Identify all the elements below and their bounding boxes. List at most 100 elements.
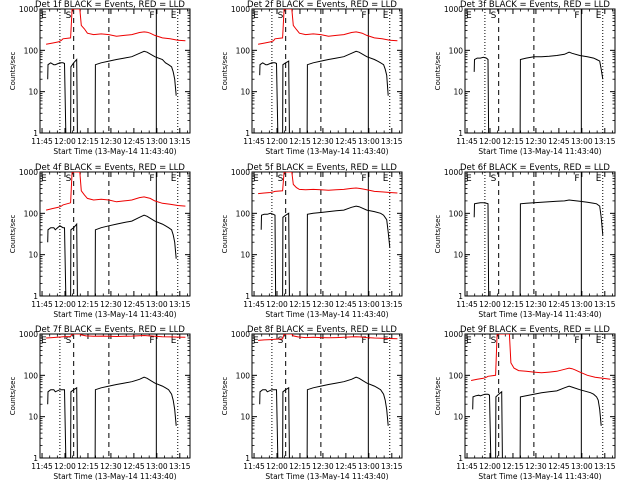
x-tick-label: 12:15	[289, 462, 311, 471]
x-tick-label: 13:15	[381, 137, 403, 146]
x-axis-label: Start Time (13-May-14 11:43:40)	[478, 310, 601, 319]
x-tick-label: 12:30	[312, 137, 334, 146]
y-tick-label: 1000	[231, 168, 250, 177]
x-tick-label: 12:30	[312, 300, 334, 309]
marker-label-e2: E	[383, 336, 389, 346]
plot-title: Det 2f BLACK = Events, RED = LLD	[247, 0, 397, 10]
y-tick-label: 1	[245, 454, 250, 463]
x-tick-label: 12:00	[54, 462, 76, 471]
marker-label-e2: E	[596, 11, 602, 21]
x-tick-label: 12:15	[77, 300, 99, 309]
y-tick-label: 10	[240, 88, 250, 97]
lld-series-line	[46, 9, 186, 45]
events-series-line	[259, 376, 389, 458]
y-tick-label: 1000	[444, 5, 463, 14]
marker-label-f: F	[361, 11, 366, 21]
x-tick-label: 11:45	[243, 137, 265, 146]
x-axis-label: Start Time (13-May-14 11:43:40)	[53, 472, 176, 480]
x-tick-label: 11:45	[243, 462, 265, 471]
marker-label-f: F	[361, 174, 366, 184]
x-axis-label: Start Time (13-May-14 11:43:40)	[478, 472, 601, 480]
x-tick-label: 13:15	[169, 462, 191, 471]
marker-label-e: E	[466, 11, 472, 21]
x-axis-label: Start Time (13-May-14 11:43:40)	[265, 147, 388, 156]
plot-data	[258, 172, 398, 296]
x-tick-label: 13:15	[594, 462, 616, 471]
marker-label-e: E	[41, 11, 47, 21]
y-tick-label: 10	[240, 251, 250, 260]
lld-series-line	[46, 334, 186, 339]
y-tick-label: 1	[458, 129, 463, 138]
events-series-line	[473, 199, 604, 296]
y-tick-label: 10	[28, 413, 38, 422]
x-tick-label: 11:45	[31, 300, 53, 309]
events-series-line	[473, 51, 604, 133]
events-series-line	[260, 205, 391, 296]
x-tick-label: 13:15	[381, 462, 403, 471]
x-tick-label: 12:45	[335, 300, 357, 309]
marker-label-s: S	[491, 11, 497, 21]
plot-title: Det 6f BLACK = Events, RED = LLD	[460, 163, 610, 173]
marker-label-s: S	[278, 11, 284, 21]
marker-label-e2: E	[171, 174, 177, 184]
y-tick-label: 100	[449, 371, 464, 380]
y-tick-label: 10	[28, 88, 38, 97]
marker-label-e: E	[466, 336, 472, 346]
x-axis-label: Start Time (13-May-14 11:43:40)	[53, 310, 176, 319]
marker-label-e2: E	[171, 11, 177, 21]
lld-series-line	[258, 334, 398, 341]
x-axis-label: Start Time (13-May-14 11:43:40)	[478, 147, 601, 156]
y-tick-label: 100	[236, 209, 251, 218]
y-tick-label: 1	[245, 129, 250, 138]
lld-series-line	[258, 9, 398, 45]
x-tick-label: 13:00	[146, 300, 168, 309]
plot-data	[46, 9, 186, 133]
marker-label-s: S	[66, 174, 72, 184]
x-tick-label: 12:15	[502, 462, 524, 471]
x-tick-label: 13:00	[146, 137, 168, 146]
detector-plot-5: Det 5f BLACK = Events, RED = LLD 1 10 100 10…	[221, 163, 403, 319]
x-tick-label: 13:15	[381, 300, 403, 309]
x-tick-label: 12:00	[54, 137, 76, 146]
y-axis-label: Counts/sec	[221, 215, 229, 254]
x-tick-label: 11:45	[243, 300, 265, 309]
marker-label-f: F	[149, 11, 154, 21]
x-tick-label: 12:15	[502, 137, 524, 146]
x-tick-label: 12:45	[548, 137, 570, 146]
events-series-line	[259, 50, 389, 133]
marker-label-e2: E	[383, 11, 389, 21]
plot-data	[45, 172, 186, 296]
x-tick-label: 12:00	[266, 137, 288, 146]
x-tick-label: 12:45	[335, 137, 357, 146]
plot-frame	[39, 171, 191, 297]
y-tick-label: 1000	[231, 330, 250, 339]
y-tick-label: 1000	[444, 168, 463, 177]
x-tick-label: 13:15	[594, 300, 616, 309]
x-tick-label: 13:15	[169, 137, 191, 146]
x-tick-label: 12:00	[266, 462, 288, 471]
events-series-line	[47, 376, 177, 458]
marker-label-f: F	[149, 174, 154, 184]
marker-label-s: S	[66, 11, 72, 21]
marker-label-f: F	[361, 336, 366, 346]
x-tick-label: 13:00	[358, 137, 380, 146]
x-tick-label: 12:45	[123, 462, 145, 471]
marker-label-s: S	[278, 336, 284, 346]
plot-title: Det 7f BLACK = Events, RED = LLD	[35, 325, 185, 335]
x-tick-label: 12:15	[77, 462, 99, 471]
marker-label-f: F	[149, 336, 154, 346]
y-tick-label: 1	[33, 454, 38, 463]
marker-label-e: E	[466, 174, 472, 184]
x-tick-label: 12:30	[525, 300, 547, 309]
y-tick-label: 100	[449, 209, 464, 218]
plot-title: Det 9f BLACK = Events, RED = LLD	[460, 325, 610, 335]
y-tick-label: 10	[453, 413, 463, 422]
y-axis-label: Counts/sec	[221, 377, 229, 416]
plot-data	[471, 334, 611, 458]
y-tick-label: 1	[245, 292, 250, 301]
detector-plot-4: Det 4f BLACK = Events, RED = LLD 1 10 100 10…	[9, 163, 191, 319]
x-tick-label: 12:30	[525, 462, 547, 471]
marker-label-s: S	[491, 336, 497, 346]
x-tick-label: 11:45	[456, 462, 478, 471]
